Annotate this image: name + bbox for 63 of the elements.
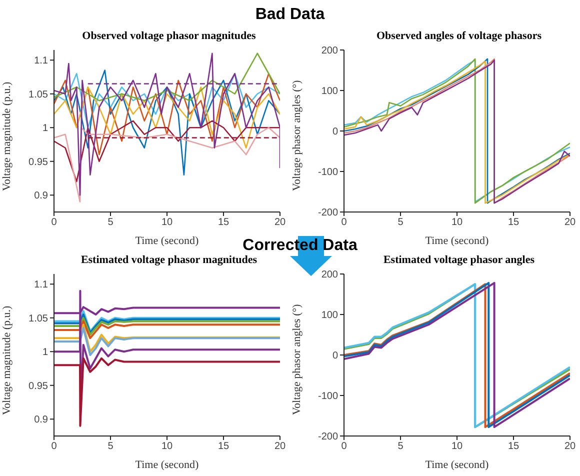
x-tick-label: 15: [508, 441, 520, 452]
y-axis-title: Voltage phasor angles (°): [290, 80, 303, 191]
y-tick-label: 200: [321, 270, 338, 281]
x-tick-label: 10: [451, 441, 463, 452]
x-tick-label: 20: [274, 441, 286, 452]
y-tick-label: 0.9: [34, 190, 48, 202]
y-axis-title: Voltage phasor angles (°): [290, 304, 303, 415]
x-axis-title: Time (second): [425, 459, 490, 471]
x-axis-title: Time (second): [135, 235, 200, 247]
y-tick-label: 100: [321, 310, 338, 322]
x-tick-label: 0: [341, 441, 348, 452]
y-tick-label: 1.05: [28, 89, 48, 100]
y-tick-label: 1: [42, 347, 48, 358]
chart-title: Observed angles of voltage phasors: [376, 30, 542, 44]
line-series: [54, 320, 280, 340]
y-tick-label: -200: [318, 208, 338, 219]
x-tick-label: 15: [508, 217, 520, 228]
x-tick-label: 10: [161, 441, 173, 452]
y-tick-label: 1.1: [34, 56, 48, 67]
y-tick-label: -100: [318, 391, 338, 402]
chart-title: Observed voltage phasor magnitudes: [81, 30, 257, 44]
x-tick-label: 0: [51, 441, 58, 452]
line-series: [54, 52, 280, 196]
x-tick-label: 20: [564, 441, 576, 452]
x-tick-label: 10: [161, 217, 173, 228]
x-axis-title: Time (second): [425, 235, 490, 247]
y-tick-label: -100: [318, 167, 338, 178]
chart-title: Estimated voltage phasor angles: [382, 254, 536, 268]
y-tick-label: 1.05: [28, 313, 48, 324]
x-tick-label: 5: [108, 217, 114, 228]
x-tick-label: 5: [398, 217, 404, 228]
line-series: [54, 86, 280, 149]
y-tick-label: -200: [318, 432, 338, 443]
chart-title: Estimated voltage phasor magnitudes: [80, 254, 258, 268]
line-series: [54, 120, 280, 182]
x-tick-label: 0: [51, 217, 58, 228]
x-tick-label: 20: [564, 217, 576, 228]
y-tick-label: 200: [321, 46, 338, 57]
x-tick-label: 15: [218, 441, 230, 452]
y-tick-label: 0.95: [28, 380, 48, 392]
line-series: [54, 310, 280, 332]
line-series: [54, 72, 280, 128]
line-series: [54, 72, 280, 156]
line-series: [54, 357, 280, 427]
y-tick-label: 0.9: [34, 414, 48, 426]
y-tick-label: 0.95: [28, 156, 48, 168]
line-series: [54, 70, 280, 176]
x-axis-title: Time (second): [135, 459, 200, 471]
x-tick-label: 10: [451, 217, 463, 228]
x-tick-label: 20: [274, 217, 286, 228]
x-tick-label: 0: [341, 217, 348, 228]
x-tick-label: 5: [108, 441, 114, 452]
x-tick-label: 15: [218, 217, 230, 228]
line-series: [54, 52, 280, 102]
y-tick-label: 1: [42, 123, 48, 134]
y-tick-label: 100: [321, 86, 338, 98]
y-axis-title: Voltage magnitude (p.u.): [0, 82, 13, 191]
text: Bad Data: [255, 6, 325, 24]
y-tick-label: 1.1: [34, 280, 48, 291]
y-axis-title: Voltage magnitude (p.u.): [0, 306, 13, 415]
y-tick-label: 0: [332, 126, 338, 138]
y-tick-label: 0: [332, 350, 338, 362]
x-tick-label: 5: [398, 441, 404, 452]
